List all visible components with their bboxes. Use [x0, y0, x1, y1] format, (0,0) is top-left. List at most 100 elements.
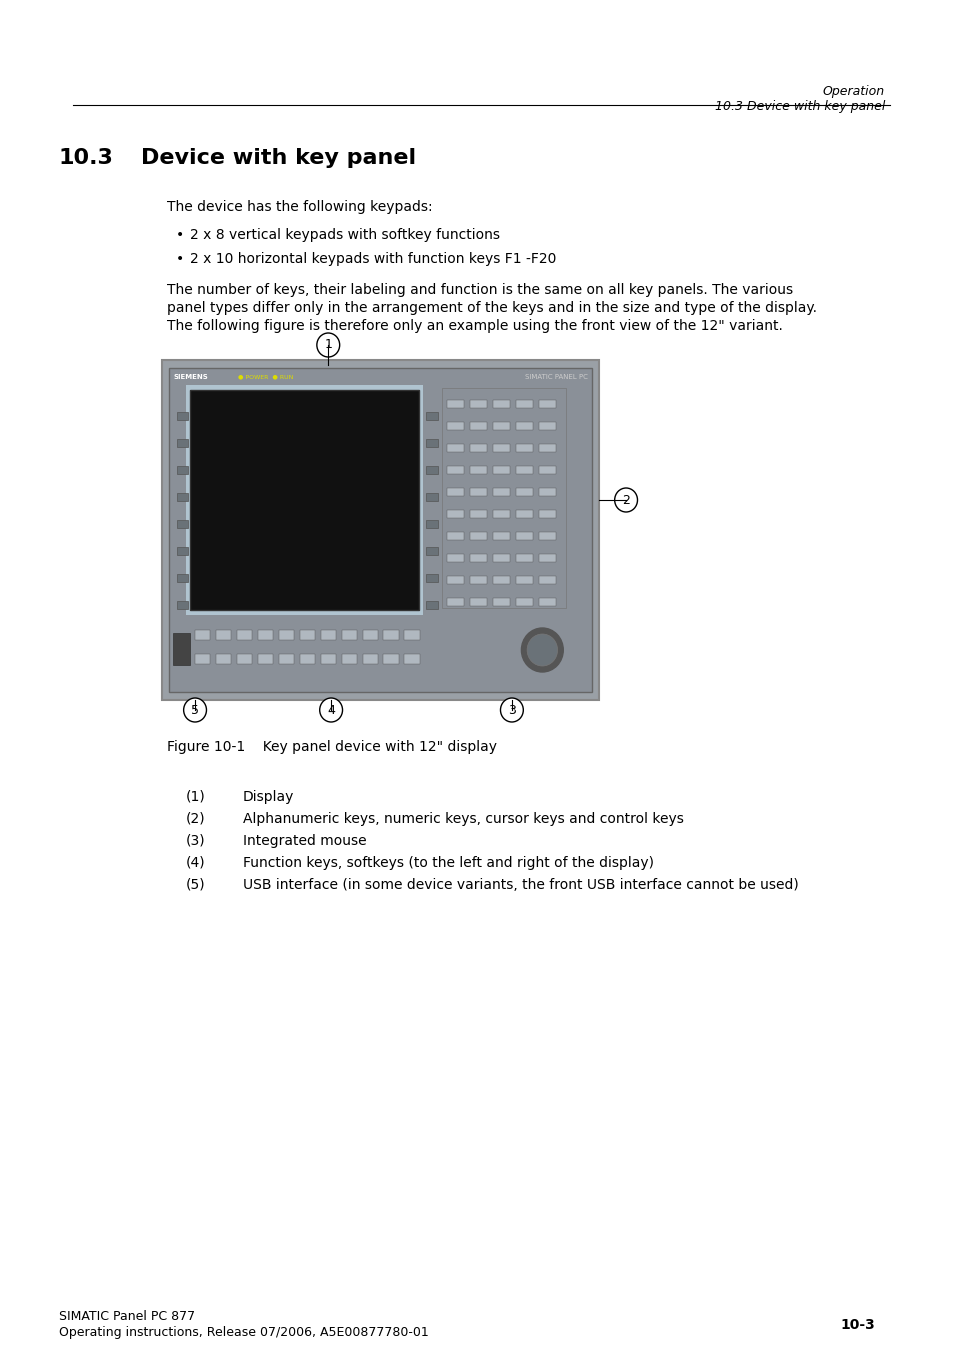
FancyBboxPatch shape [447, 488, 464, 496]
FancyBboxPatch shape [447, 532, 464, 540]
FancyBboxPatch shape [493, 400, 510, 408]
FancyBboxPatch shape [426, 601, 437, 609]
FancyBboxPatch shape [177, 574, 188, 582]
FancyBboxPatch shape [447, 554, 464, 562]
Text: The following figure is therefore only an example using the front view of the 12: The following figure is therefore only a… [167, 319, 781, 332]
FancyBboxPatch shape [516, 488, 533, 496]
FancyBboxPatch shape [341, 654, 356, 663]
Text: 10-3: 10-3 [840, 1319, 875, 1332]
FancyBboxPatch shape [341, 630, 356, 640]
Text: 10.3 Device with key panel: 10.3 Device with key panel [714, 100, 884, 113]
FancyBboxPatch shape [177, 547, 188, 555]
FancyBboxPatch shape [383, 630, 398, 640]
Text: 2 x 10 horizontal keypads with function keys F1 -F20: 2 x 10 horizontal keypads with function … [190, 253, 557, 266]
Text: SIEMENS: SIEMENS [173, 374, 208, 380]
Text: ● POWER  ● RUN: ● POWER ● RUN [237, 374, 293, 380]
Text: Operation: Operation [821, 85, 884, 99]
Text: USB interface (in some device variants, the front USB interface cannot be used): USB interface (in some device variants, … [242, 878, 798, 892]
FancyBboxPatch shape [516, 598, 533, 607]
Circle shape [527, 634, 557, 666]
FancyBboxPatch shape [493, 466, 510, 474]
FancyBboxPatch shape [320, 630, 335, 640]
FancyBboxPatch shape [194, 630, 210, 640]
FancyBboxPatch shape [538, 466, 555, 474]
FancyBboxPatch shape [362, 654, 377, 663]
FancyBboxPatch shape [177, 439, 188, 447]
FancyBboxPatch shape [516, 422, 533, 430]
FancyBboxPatch shape [177, 520, 188, 528]
FancyBboxPatch shape [404, 630, 419, 640]
FancyBboxPatch shape [493, 509, 510, 517]
FancyBboxPatch shape [236, 630, 252, 640]
Text: SIMATIC Panel PC 877: SIMATIC Panel PC 877 [59, 1310, 195, 1323]
FancyBboxPatch shape [190, 390, 418, 611]
FancyBboxPatch shape [516, 400, 533, 408]
Text: 2 x 8 vertical keypads with softkey functions: 2 x 8 vertical keypads with softkey func… [190, 228, 499, 242]
FancyBboxPatch shape [278, 654, 294, 663]
FancyBboxPatch shape [493, 488, 510, 496]
FancyBboxPatch shape [493, 532, 510, 540]
FancyBboxPatch shape [426, 547, 437, 555]
Circle shape [614, 488, 637, 512]
Text: Display: Display [242, 790, 294, 804]
FancyBboxPatch shape [538, 576, 555, 584]
FancyBboxPatch shape [538, 509, 555, 517]
FancyBboxPatch shape [516, 509, 533, 517]
FancyBboxPatch shape [447, 466, 464, 474]
FancyBboxPatch shape [162, 359, 598, 700]
FancyBboxPatch shape [447, 400, 464, 408]
Text: (2): (2) [185, 812, 205, 825]
Text: Figure 10-1    Key panel device with 12" display: Figure 10-1 Key panel device with 12" di… [167, 740, 496, 754]
FancyBboxPatch shape [173, 634, 190, 665]
Text: (5): (5) [185, 878, 205, 892]
FancyBboxPatch shape [320, 654, 335, 663]
Text: 2: 2 [621, 493, 629, 507]
FancyBboxPatch shape [236, 654, 252, 663]
FancyBboxPatch shape [447, 422, 464, 430]
Text: Device with key panel: Device with key panel [141, 149, 416, 168]
FancyBboxPatch shape [426, 412, 437, 420]
FancyBboxPatch shape [538, 532, 555, 540]
Text: •: • [176, 228, 184, 242]
Text: The device has the following keypads:: The device has the following keypads: [167, 200, 432, 213]
FancyBboxPatch shape [426, 574, 437, 582]
Text: (4): (4) [185, 857, 205, 870]
FancyBboxPatch shape [177, 412, 188, 420]
FancyBboxPatch shape [170, 367, 591, 692]
Circle shape [500, 698, 523, 721]
FancyBboxPatch shape [470, 509, 487, 517]
FancyBboxPatch shape [299, 630, 314, 640]
FancyBboxPatch shape [190, 390, 418, 611]
FancyBboxPatch shape [493, 576, 510, 584]
FancyBboxPatch shape [493, 598, 510, 607]
Text: Operating instructions, Release 07/2006, A5E00877780-01: Operating instructions, Release 07/2006,… [59, 1325, 428, 1339]
Circle shape [183, 698, 206, 721]
FancyBboxPatch shape [447, 509, 464, 517]
FancyBboxPatch shape [538, 598, 555, 607]
FancyBboxPatch shape [538, 488, 555, 496]
FancyBboxPatch shape [538, 444, 555, 453]
FancyBboxPatch shape [426, 466, 437, 474]
FancyBboxPatch shape [215, 630, 231, 640]
Text: Integrated mouse: Integrated mouse [242, 834, 366, 848]
FancyBboxPatch shape [177, 466, 188, 474]
FancyBboxPatch shape [470, 466, 487, 474]
FancyBboxPatch shape [538, 422, 555, 430]
FancyBboxPatch shape [447, 576, 464, 584]
FancyBboxPatch shape [215, 654, 231, 663]
FancyBboxPatch shape [493, 444, 510, 453]
FancyBboxPatch shape [257, 654, 273, 663]
FancyBboxPatch shape [538, 400, 555, 408]
Text: SIMATIC PANEL PC: SIMATIC PANEL PC [524, 374, 587, 380]
FancyBboxPatch shape [426, 439, 437, 447]
FancyBboxPatch shape [470, 444, 487, 453]
FancyBboxPatch shape [362, 630, 377, 640]
FancyBboxPatch shape [493, 554, 510, 562]
FancyBboxPatch shape [516, 554, 533, 562]
FancyBboxPatch shape [177, 601, 188, 609]
FancyBboxPatch shape [194, 654, 210, 663]
FancyBboxPatch shape [516, 576, 533, 584]
Text: •: • [176, 253, 184, 266]
FancyBboxPatch shape [278, 630, 294, 640]
FancyBboxPatch shape [442, 388, 565, 608]
